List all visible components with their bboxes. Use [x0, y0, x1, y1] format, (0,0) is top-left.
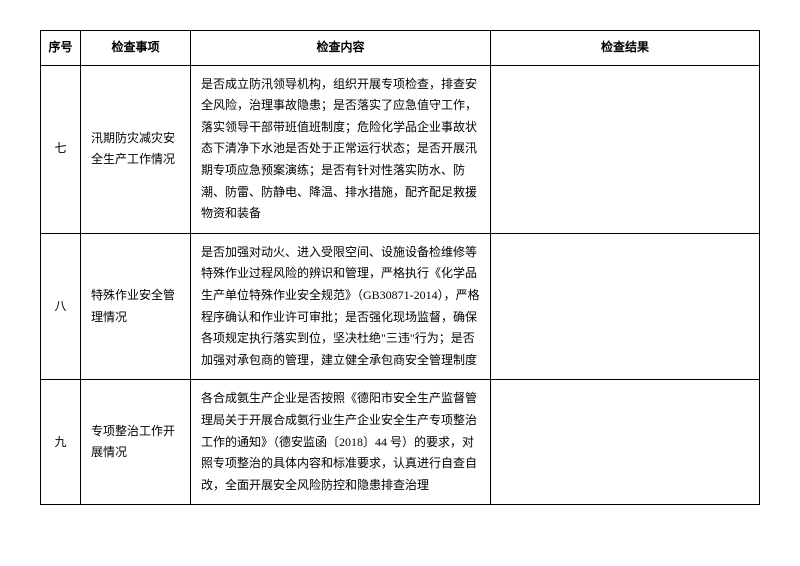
table-row: 九 专项整治工作开展情况 各合成氨生产企业是否按照《德阳市安全生产监督管理局关于… — [41, 380, 760, 505]
cell-item: 汛期防灾减灾安全生产工作情况 — [81, 65, 191, 233]
inspection-table: 序号 检查事项 检查内容 检查结果 七 汛期防灾减灾安全生产工作情况 是否成立防… — [40, 30, 760, 505]
table-header-row: 序号 检查事项 检查内容 检查结果 — [41, 31, 760, 66]
header-result: 检查结果 — [491, 31, 760, 66]
cell-num: 七 — [41, 65, 81, 233]
cell-item: 特殊作业安全管理情况 — [81, 233, 191, 380]
cell-result — [491, 233, 760, 380]
cell-content: 各合成氨生产企业是否按照《德阳市安全生产监督管理局关于开展合成氨行业生产企业安全… — [191, 380, 491, 505]
cell-result — [491, 380, 760, 505]
header-item: 检查事项 — [81, 31, 191, 66]
table-row: 八 特殊作业安全管理情况 是否加强对动火、进入受限空间、设施设备检维修等特殊作业… — [41, 233, 760, 380]
header-content: 检查内容 — [191, 31, 491, 66]
cell-num: 九 — [41, 380, 81, 505]
cell-result — [491, 65, 760, 233]
table-row: 七 汛期防灾减灾安全生产工作情况 是否成立防汛领导机构，组织开展专项检查，排查安… — [41, 65, 760, 233]
header-num: 序号 — [41, 31, 81, 66]
cell-content: 是否成立防汛领导机构，组织开展专项检查，排查安全风险，治理事故隐患；是否落实了应… — [191, 65, 491, 233]
cell-item: 专项整治工作开展情况 — [81, 380, 191, 505]
cell-num: 八 — [41, 233, 81, 380]
cell-content: 是否加强对动火、进入受限空间、设施设备检维修等特殊作业过程风险的辨识和管理，严格… — [191, 233, 491, 380]
